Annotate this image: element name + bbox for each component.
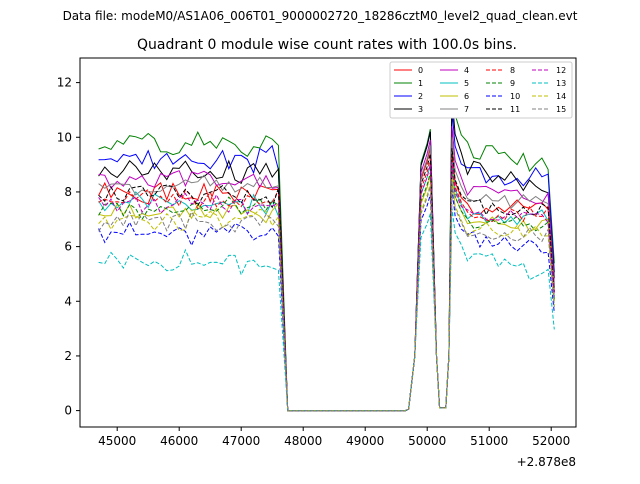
y-tick-label: 2 <box>64 349 72 363</box>
series-line-15 <box>98 180 555 412</box>
legend-label-11: 11 <box>510 105 520 114</box>
legend-label-12: 12 <box>556 66 566 75</box>
x-offset-label: +2.878e8 <box>517 455 576 469</box>
series-layer <box>98 74 555 412</box>
series-line-9 <box>98 167 555 412</box>
legend-label-9: 9 <box>510 79 515 88</box>
axes-frame <box>79 57 577 428</box>
data-file-header: Data file: modeM0/AS1A06_006T01_90000027… <box>63 9 578 23</box>
legend-label-1: 1 <box>418 79 423 88</box>
legend-label-15: 15 <box>556 105 566 114</box>
legend-label-5: 5 <box>464 79 469 88</box>
legend-label-13: 13 <box>556 79 566 88</box>
legend-label-14: 14 <box>556 92 566 101</box>
y-tick-label: 8 <box>64 185 72 199</box>
x-tick-label: 46000 <box>160 434 198 448</box>
chart-title: Quadrant 0 module wise count rates with … <box>137 37 517 53</box>
x-tick-label: 48000 <box>284 434 322 448</box>
x-tick-label: 51000 <box>470 434 508 448</box>
y-tick-label: 6 <box>64 240 72 254</box>
y-tick-label: 4 <box>64 294 72 308</box>
y-tick-label: 12 <box>57 76 72 90</box>
x-tick-label: 50000 <box>408 434 446 448</box>
legend-label-6: 6 <box>464 92 469 101</box>
x-tick-label: 47000 <box>222 434 260 448</box>
legend-label-10: 10 <box>510 92 520 101</box>
x-tick-label: 52000 <box>532 434 570 448</box>
series-line-3 <box>98 96 555 412</box>
y-tick-label: 0 <box>64 404 72 418</box>
series-line-13 <box>98 208 555 412</box>
x-axis: 45000 46000 47000 48000 49000 50000 51000 52000 <box>98 427 570 448</box>
legend-label-0: 0 <box>418 66 423 75</box>
legend-label-4: 4 <box>464 66 469 75</box>
x-tick-label: 49000 <box>346 434 384 448</box>
series-line-11 <box>98 148 555 412</box>
legend-label-8: 8 <box>510 66 515 75</box>
series-line-7 <box>98 137 555 412</box>
legend-label-3: 3 <box>418 105 423 114</box>
series-line-1 <box>98 74 555 412</box>
x-tick-label: 45000 <box>98 434 136 448</box>
legend-label-2: 2 <box>418 92 423 101</box>
legend-frame <box>389 61 573 119</box>
y-tick-label: 10 <box>57 130 72 144</box>
y-axis: 0 2 4 6 8 10 12 <box>57 76 80 418</box>
legend-label-7: 7 <box>464 105 469 114</box>
series-line-12 <box>98 161 555 412</box>
